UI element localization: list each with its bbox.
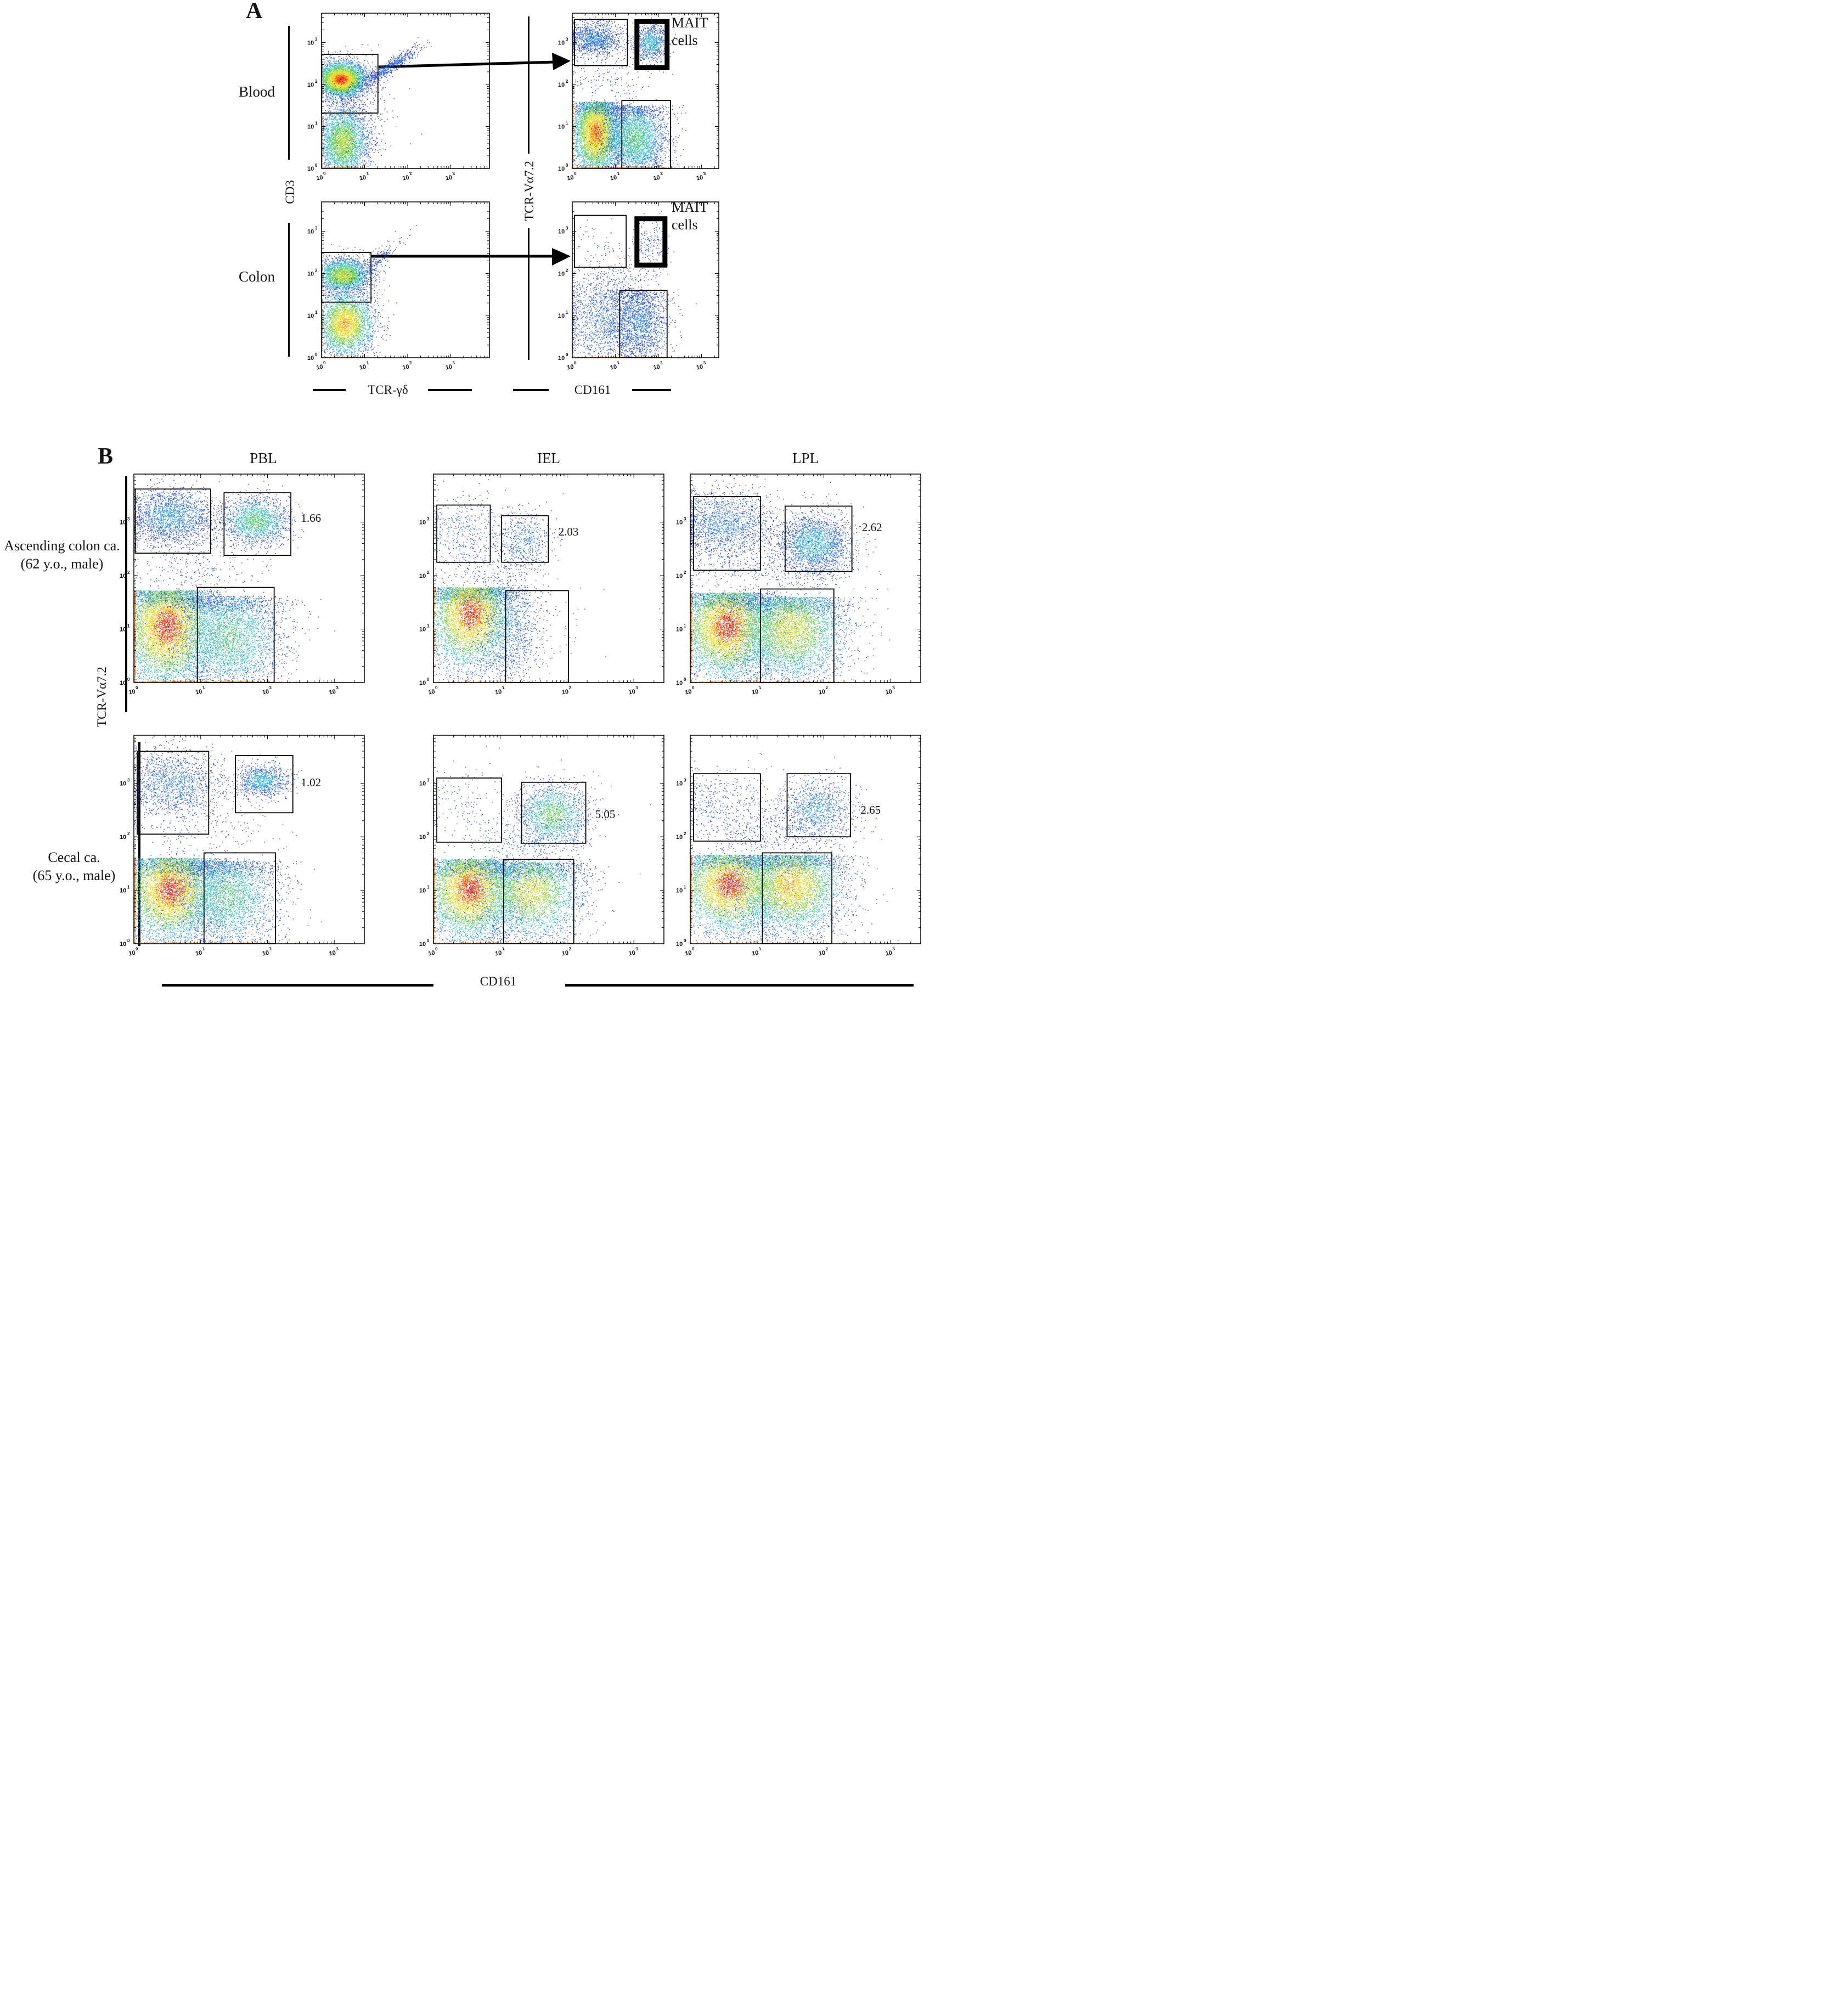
panel-a-letter: A (246, 0, 263, 24)
axis-label-cd3: CD3 (283, 180, 297, 204)
row-label-blood: Blood (238, 83, 275, 100)
row-label-colon: Colon (238, 268, 275, 285)
blood-bracket-bar (288, 26, 290, 160)
flow-cytometry-figure: A Blood Colon CD3 TCR-Vα7.2 MAIT cells M… (0, 0, 924, 995)
va72-bracket-bottom (528, 228, 529, 360)
row-label-cecal-line2: (65 y.o., male) (32, 867, 116, 883)
axis-label-tcr-gd: TCR-γδ (368, 383, 408, 397)
axis-label-cd161-panel-a: CD161 (574, 383, 611, 397)
percent-label-b-lpl-ascending: 2.62 (861, 521, 882, 534)
percent-label-b-lpl-cecal: 2.65 (860, 803, 881, 817)
flow-plot-b-iel-ascending (408, 470, 669, 706)
flow-plot-a-colon-tcrgd (296, 198, 495, 381)
flow-plot-b-pbl-ascending (109, 470, 370, 706)
row-label-ascending-line2: (62 y.o., male) (20, 556, 104, 572)
flow-plot-a-colon-cd161 (547, 198, 724, 381)
cd161-b-bar-left (162, 984, 433, 987)
flow-plot-b-lpl-ascending (665, 470, 924, 706)
tcr-gd-bar-right (428, 389, 472, 391)
column-header-iel: IEL (537, 450, 560, 466)
percent-label-b-pbl-ascending: 1.66 (301, 511, 322, 525)
cd161-a-bar-right (632, 389, 671, 391)
flow-plot-a-blood-cd161 (547, 9, 724, 191)
flow-plot-b-iel-cecal (408, 731, 669, 967)
column-header-lpl: LPL (792, 450, 819, 466)
row-label-cecal-line1: Cecal ca. (48, 849, 100, 865)
va72-bracket-top (528, 16, 529, 154)
cd161-a-bar-left (513, 389, 549, 391)
percent-label-b-pbl-cecal: 1.02 (301, 775, 322, 789)
tcr-gd-bar-left (313, 389, 346, 391)
row-label-cecal: Cecal ca. (65 y.o., male) (12, 848, 136, 884)
flow-plot-a-blood-tcrgd (296, 9, 495, 191)
flow-plot-b-pbl-cecal (109, 731, 370, 967)
row-label-ascending-colon: Ascending colon ca. (62 y.o., male) (0, 537, 124, 573)
axis-label-cd161-panel-b: CD161 (480, 974, 517, 988)
panel-b-letter: B (98, 444, 114, 469)
flow-plot-b-lpl-cecal (665, 731, 924, 967)
cd161-b-bar-right (565, 984, 914, 987)
colon-bracket-bar (288, 223, 290, 357)
percent-label-b-iel-ascending: 2.03 (558, 525, 579, 539)
row-label-ascending-line1: Ascending colon ca. (4, 538, 120, 554)
column-header-pbl: PBL (250, 450, 277, 466)
axis-label-tcr-va72-panel-b: TCR-Vα7.2 (95, 667, 109, 727)
percent-label-b-iel-cecal: 5.05 (595, 808, 616, 821)
axis-label-tcr-va72-panel-a: TCR-Vα7.2 (522, 161, 536, 221)
